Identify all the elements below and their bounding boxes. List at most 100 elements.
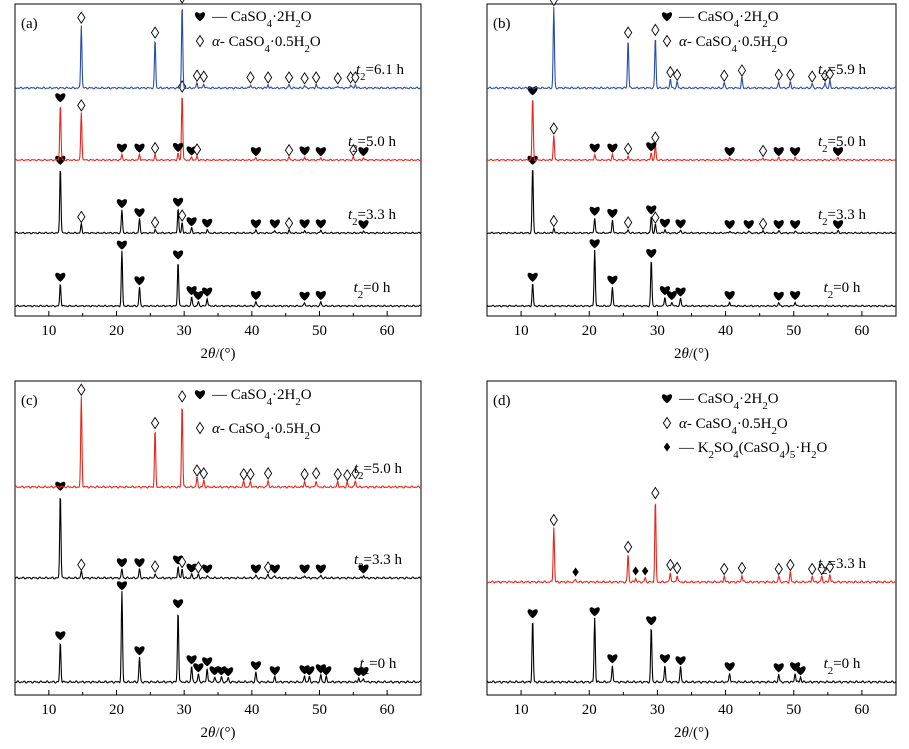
- peak-marker-heart: [315, 147, 326, 157]
- legend-marker-diamond-open: [662, 34, 672, 48]
- peak-marker-diamond-open: [263, 71, 273, 84]
- xrd-pattern-line: [486, 170, 897, 235]
- peak-marker-diamond-open: [150, 26, 160, 39]
- peak-marker-heart: [299, 219, 310, 229]
- peak-marker-diamond-open: [623, 216, 633, 229]
- x-tick-label: 10: [514, 702, 529, 718]
- legend-marker-heart: [194, 390, 206, 400]
- peak-marker-heart: [116, 558, 127, 568]
- series-label: t2=0 h: [360, 656, 397, 677]
- peak-marker-diamond-open: [651, 211, 660, 224]
- x-tick-label: 20: [582, 323, 597, 339]
- peak-marker-diamond-open: [786, 68, 795, 82]
- peak-marker-diamond-open: [737, 561, 747, 575]
- peak-marker-diamond-open: [549, 214, 558, 228]
- peak-marker-diamond-open: [194, 561, 203, 574]
- xrd-pattern-line: [14, 250, 422, 308]
- peak-marker-heart: [832, 220, 844, 230]
- series-t2-5-0-h: t2=5.0 h: [14, 383, 422, 489]
- peak-marker-heart: [250, 661, 261, 671]
- peak-marker-diamond-open: [651, 486, 660, 500]
- peak-marker-heart: [116, 581, 127, 591]
- peak-marker-diamond-open: [284, 143, 294, 157]
- peak-marker-diamond-open: [150, 216, 160, 229]
- x-axis-title: 2θ/(°): [674, 346, 709, 362]
- x-tick-label: 10: [41, 323, 56, 339]
- peak-marker-heart: [172, 250, 184, 260]
- peak-marker-diamond-open: [77, 383, 86, 397]
- peak-marker-diamond-open: [77, 558, 86, 572]
- peak-marker-heart: [589, 239, 600, 249]
- peak-marker-heart: [299, 146, 310, 156]
- legend-marker-diamond-filled: [663, 442, 671, 452]
- x-axis-title: 2θ/(°): [200, 346, 235, 362]
- x-tick-label: 30: [177, 323, 192, 339]
- peak-marker-heart: [299, 564, 310, 574]
- series-label: t2=3.3 h: [818, 556, 867, 577]
- peak-marker-diamond-open: [333, 72, 342, 85]
- peak-marker-heart: [193, 663, 204, 673]
- peak-marker-heart: [186, 563, 197, 573]
- peak-marker-diamond-open: [349, 143, 358, 157]
- peak-marker-diamond-open: [284, 71, 294, 84]
- peak-marker-heart: [134, 143, 145, 153]
- xrd-pattern-line: [486, 249, 897, 308]
- peak-marker-diamond-open: [333, 467, 342, 481]
- peak-marker-diamond-open: [673, 68, 682, 82]
- peak-marker-diamond-open: [192, 143, 202, 156]
- peak-marker-diamond-open: [623, 540, 633, 554]
- xrd-pattern-line: [14, 497, 422, 580]
- peak-marker-diamond-open: [300, 72, 309, 85]
- peak-marker-diamond-open: [774, 68, 783, 82]
- peak-marker-heart: [675, 656, 686, 666]
- xrd-pattern-line: [486, 617, 897, 684]
- peak-marker-diamond-open: [150, 416, 160, 430]
- peak-marker-heart: [321, 666, 332, 676]
- peak-marker-heart: [790, 220, 801, 230]
- panel-label: (b): [493, 16, 511, 32]
- x-tick-label: 50: [786, 323, 801, 339]
- series-label: t2=0 h: [354, 280, 391, 301]
- panel-a: (a) 10 20 30 40 50 60 2θ/(°) t2=0 h t2=3.3 h t2=5.…: [14, 0, 422, 362]
- peak-marker-heart: [250, 291, 261, 301]
- legend: — CaSO4·2H2O α- CaSO4·0.5H2O — K2SO4(CaSO4…: [661, 391, 827, 461]
- peak-marker-diamond-open: [808, 70, 817, 83]
- legend-marker-heart: [661, 394, 673, 404]
- peak-marker-heart: [134, 276, 145, 286]
- peak-marker-diamond-open: [786, 558, 795, 572]
- legend: — CaSO4·2H2O α- CaSO4·0.5H2O: [194, 9, 321, 55]
- peak-marker-heart: [675, 287, 686, 297]
- peak-marker-heart: [134, 208, 145, 218]
- peak-marker-heart: [116, 199, 127, 209]
- panel-b: (b) 10 20 30 40 50 60 2θ/(°) t2=0 h t2=3.3 h t2=5.…: [486, 0, 897, 362]
- series-label: t2=3.3 h: [348, 207, 397, 228]
- peak-marker-diamond-open: [343, 468, 352, 482]
- peak-marker-heart: [743, 220, 754, 230]
- legend-marker-heart: [661, 12, 673, 22]
- peak-marker-heart: [269, 666, 280, 676]
- peak-marker-heart: [589, 143, 600, 153]
- peak-marker-diamond-open: [758, 217, 768, 231]
- x-tick-label: 50: [312, 323, 327, 339]
- legend-entry-text: α- CaSO4·0.5H2O: [679, 416, 788, 437]
- peak-marker-heart: [646, 142, 657, 152]
- peak-marker-heart: [832, 147, 844, 157]
- peak-marker-diamond-open: [758, 144, 768, 158]
- peak-marker-heart: [223, 667, 234, 677]
- x-axis-title: 2θ/(°): [200, 725, 235, 741]
- x-tick-label: 30: [650, 702, 665, 718]
- peak-marker-heart: [724, 147, 735, 157]
- panel-c: (c) 10 20 30 40 50 60 2θ/(°) t2=0 h t2=3.3 h t2=5.…: [14, 380, 422, 741]
- series-label: t2=5.0 h: [818, 134, 867, 155]
- series-t2-3-3-h: t2=3.3 h: [14, 481, 422, 580]
- peak-marker-diamond-open: [77, 11, 86, 24]
- peak-marker-heart: [607, 654, 618, 664]
- peak-marker-diamond-open: [623, 142, 633, 156]
- series-label: t2=5.0 h: [354, 461, 403, 482]
- x-tick-label: 10: [41, 702, 56, 718]
- peak-marker-heart: [186, 655, 197, 665]
- x-tick-label: 60: [380, 702, 395, 718]
- peak-marker-heart: [250, 219, 261, 229]
- peak-marker-heart: [527, 272, 538, 282]
